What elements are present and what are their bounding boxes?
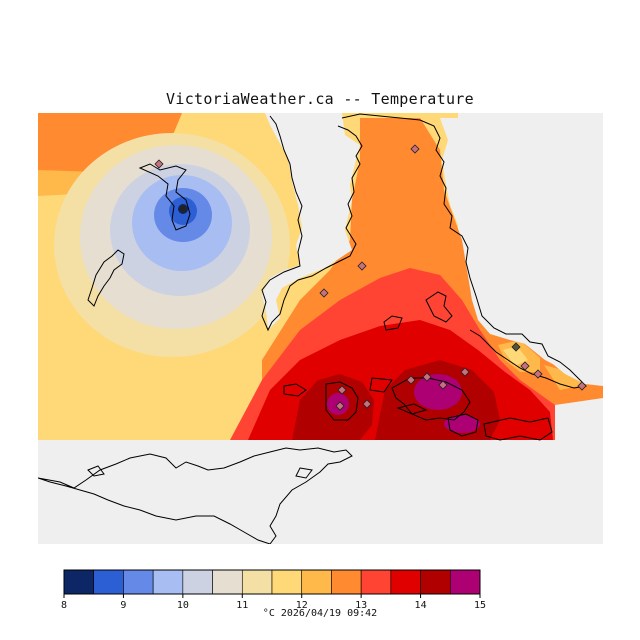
legend-tick-label: 12: [296, 600, 308, 611]
station-marker[interactable]: [410, 144, 420, 154]
station-markers: [154, 144, 587, 411]
station-marker[interactable]: [511, 342, 521, 352]
station-marker[interactable]: [357, 261, 367, 271]
legend-swatch: [93, 569, 124, 595]
legend-swatch: [331, 569, 362, 595]
station-marker[interactable]: [406, 375, 416, 385]
legend-swatch: [152, 569, 184, 595]
legend-tick-label: 10: [177, 600, 189, 611]
map-title: VictoriaWeather.ca -- Temperature: [166, 90, 474, 108]
legend-swatch: [390, 569, 421, 595]
station-marker[interactable]: [577, 381, 587, 391]
station-marker[interactable]: [335, 401, 345, 411]
legend-swatch: [360, 569, 392, 595]
station-marker[interactable]: [154, 159, 164, 169]
temperature-field-west: [38, 113, 458, 440]
legend-tick-label: 11: [236, 600, 248, 611]
station-marker[interactable]: [362, 399, 372, 409]
legend-swatch: [241, 569, 273, 595]
legend-swatch: [301, 569, 332, 595]
legend-swatch: [123, 569, 154, 595]
legend-tick-label: 13: [355, 600, 367, 611]
legend-tick-label: 9: [120, 600, 126, 611]
station-marker[interactable]: [520, 361, 530, 371]
station-marker[interactable]: [337, 385, 347, 395]
station-marker[interactable]: [438, 380, 448, 390]
legend-tick-label: 15: [474, 600, 486, 611]
station-marker[interactable]: [460, 367, 470, 377]
legend-swatch: [449, 569, 481, 595]
station-marker[interactable]: [533, 369, 543, 379]
station-marker[interactable]: [178, 204, 188, 214]
station-marker[interactable]: [319, 288, 329, 298]
legend-swatch: [271, 569, 303, 595]
station-marker[interactable]: [422, 372, 432, 382]
legend-swatch: [63, 569, 95, 595]
legend-swatch: [212, 569, 243, 595]
legend-tick-label: 8: [61, 600, 67, 611]
legend-swatch: [182, 569, 213, 595]
legend-caption: °C 2026/04/19 09:42: [262, 608, 378, 619]
legend-swatch: [420, 569, 451, 595]
legend-tick-label: 14: [415, 600, 427, 611]
temperature-field-east: [230, 118, 603, 440]
color-legend: 8 9 10 11 12 13 14 15: [61, 569, 486, 611]
